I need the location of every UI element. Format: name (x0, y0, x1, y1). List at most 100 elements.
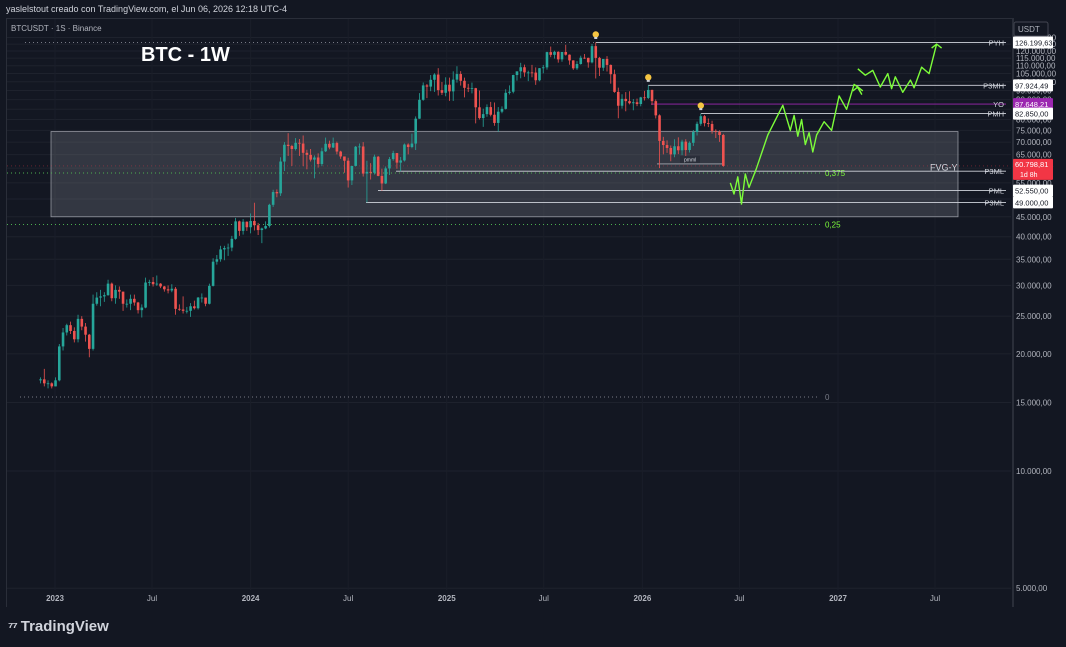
candle-body (358, 146, 361, 148)
candle-body (575, 64, 579, 69)
candle-body (508, 91, 511, 93)
candle-body (373, 156, 376, 173)
candle-body (493, 114, 496, 123)
candle-body (249, 220, 252, 228)
candle-body (601, 58, 605, 68)
candle-body (639, 97, 643, 104)
candle-body (193, 306, 196, 309)
candle-body (54, 380, 57, 387)
time-tick-label: 2025 (438, 594, 456, 603)
candle-body (253, 220, 256, 226)
candle-body (448, 84, 451, 92)
candle-body (421, 85, 425, 100)
candle-body (500, 108, 504, 112)
price-tick-label: 55.000,00 (1016, 179, 1052, 188)
projection-arrow-icon (852, 86, 864, 92)
candle-body (485, 107, 489, 115)
price-tick-label: 80.000,00 (1016, 116, 1052, 125)
candle-body (155, 283, 159, 285)
candle-body (459, 74, 463, 81)
fib-label-0: 0 (825, 393, 830, 402)
level-value-box (1013, 98, 1053, 111)
candle-body (129, 298, 132, 304)
candle-body (695, 123, 699, 133)
candle-body (211, 261, 215, 286)
candle-body (620, 98, 624, 106)
candle-body (279, 161, 282, 194)
candle-body (425, 85, 429, 87)
candle-body (121, 291, 125, 304)
candle-body (46, 383, 50, 385)
price-tick-label: 110.000,00 (1016, 62, 1056, 71)
pmml-box (680, 155, 700, 163)
candle-body (515, 71, 519, 76)
candle-body (526, 72, 530, 74)
candle-body (466, 87, 470, 89)
level-value-label: 87.648,21 (1015, 100, 1048, 109)
chart-header: yaslelstout creado con TradingView.com, … (0, 0, 1066, 18)
candle-body (215, 259, 219, 262)
candle-body (586, 57, 590, 63)
candle-body (72, 330, 76, 340)
candle-body (290, 146, 294, 149)
candle-body (230, 238, 234, 248)
candle-body (208, 285, 211, 304)
fvg-zone (50, 131, 959, 218)
candle-body (395, 153, 399, 163)
projection-arrow-icon (931, 43, 943, 49)
candle-body (545, 52, 549, 68)
candle-body (376, 156, 380, 176)
projection-path-upper (857, 43, 938, 93)
candle-body (87, 334, 91, 349)
lightbulb-base-icon (646, 79, 650, 82)
candle-body (665, 145, 669, 148)
candle-body (519, 67, 523, 72)
candle-body (69, 325, 72, 331)
projection-path (729, 83, 863, 205)
candle-body (335, 143, 339, 152)
candle-body (710, 124, 714, 131)
price-axis[interactable] (1012, 18, 1066, 607)
price-tick-label: 25.000,00 (1016, 312, 1052, 321)
candle-body (313, 157, 316, 160)
candle-body (616, 91, 620, 106)
candle-body (684, 141, 688, 151)
candle-body (42, 379, 46, 384)
chart-title: BTC - 1W (141, 44, 230, 66)
time-tick-label: Jul (343, 594, 353, 603)
candle-body (560, 51, 564, 60)
candle-body (474, 88, 478, 108)
candle-body (301, 143, 305, 153)
candle-body (226, 247, 230, 249)
candle-body (365, 171, 369, 174)
candle-body (103, 295, 106, 297)
candle-body (556, 51, 560, 60)
candle-body (496, 111, 500, 123)
currency-label: USDT (1018, 25, 1040, 34)
tradingview-mark-icon: ⁷⁷ (8, 619, 18, 634)
candle-body (328, 143, 331, 148)
candle-body (594, 46, 598, 58)
candle-body (223, 248, 226, 250)
candle-body (50, 383, 54, 387)
candle-body (718, 131, 721, 136)
candle-body (178, 308, 181, 310)
fib-label-0375: 0,375 (825, 169, 846, 178)
candle-body (410, 143, 414, 147)
tradingview-logo[interactable]: ⁷⁷ TradingView (8, 618, 109, 635)
fib-label-025: 0,25 (825, 220, 841, 229)
candle-body (388, 159, 391, 169)
lightbulb-icon (697, 102, 705, 109)
candle-body (583, 57, 586, 59)
candle-body (433, 74, 436, 80)
current-price-value: 60.798,81 (1015, 160, 1048, 169)
time-tick-label: 2026 (633, 594, 651, 603)
candle-body (707, 123, 710, 125)
candle-body (628, 101, 631, 104)
candle-body (523, 67, 526, 73)
candle-body (151, 281, 155, 285)
tradingview-brand: TradingView (20, 618, 109, 635)
candle-body (470, 88, 474, 89)
candle-body (133, 298, 136, 303)
